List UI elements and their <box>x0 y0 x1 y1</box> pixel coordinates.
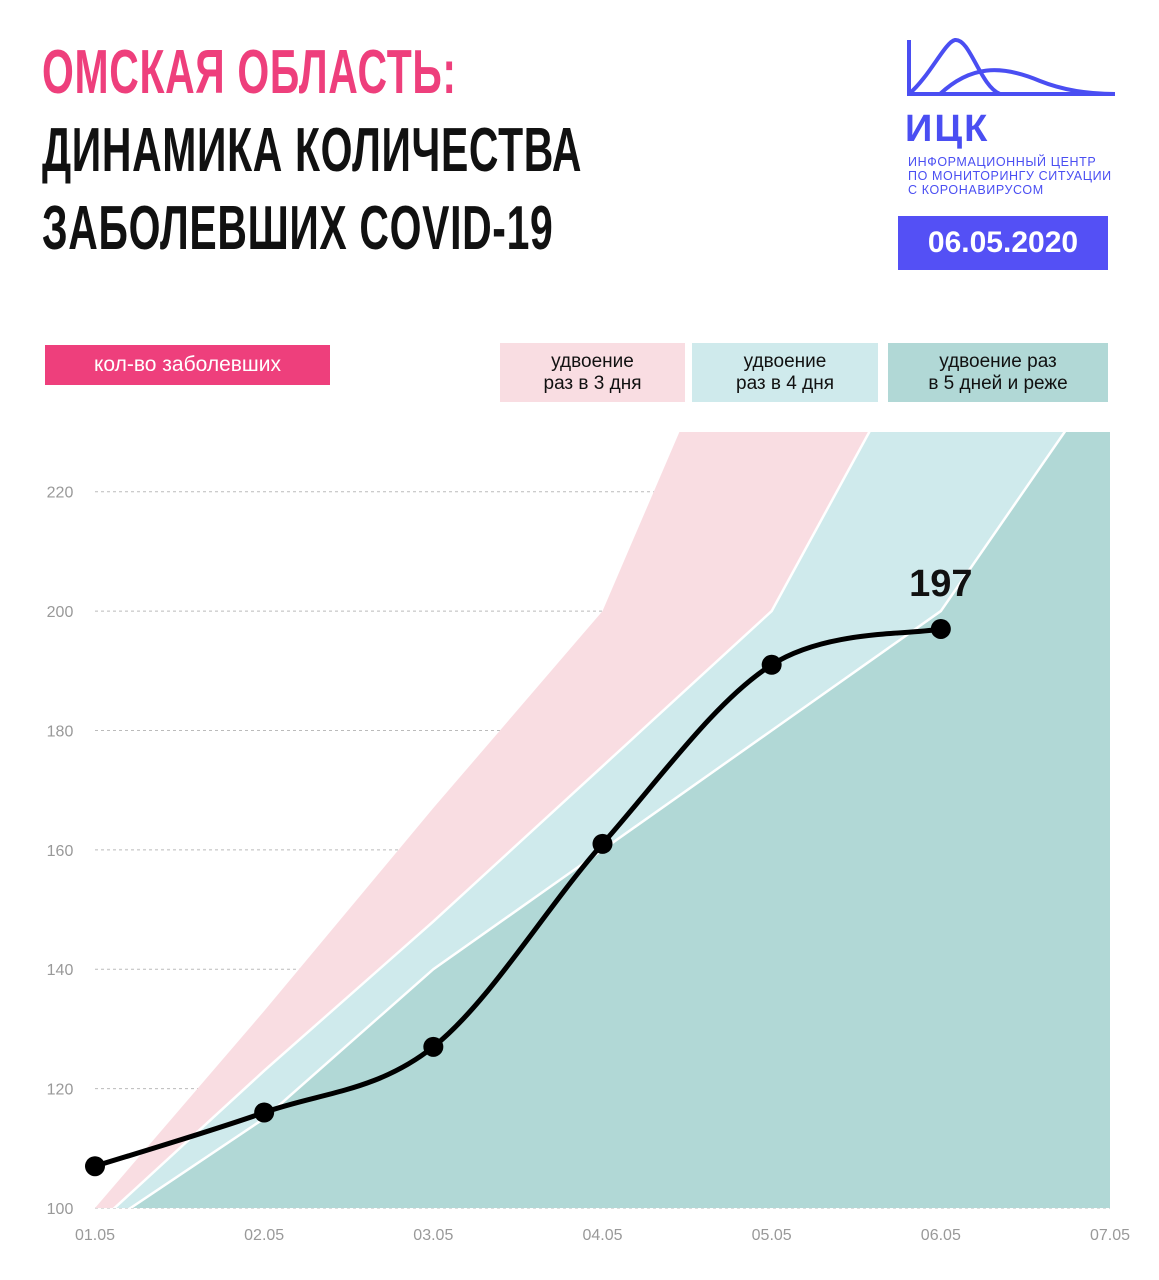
x-tick-label: 06.05 <box>921 1227 961 1244</box>
logo-lines <box>907 38 1116 96</box>
x-tick-label: 03.05 <box>413 1227 453 1244</box>
y-tick-label: 200 <box>47 604 74 621</box>
x-tick-label: 05.05 <box>752 1227 792 1244</box>
band-area <box>95 432 1110 1208</box>
y-tick-label: 120 <box>47 1082 74 1099</box>
x-tick-label: 07.05 <box>1090 1227 1130 1244</box>
band-edge <box>112 432 871 1208</box>
point <box>592 833 613 854</box>
logo-graphic <box>907 38 1116 96</box>
x-tick-label: 01.05 <box>75 1227 115 1244</box>
band-legend: удвоение раз в 4 дня <box>692 343 878 402</box>
date-badge: 06.05.2020 <box>898 216 1108 270</box>
subtitle: ДИНАМИКА КОЛИЧЕСТВА ЗАБОЛЕВШИХ COVID-19 <box>42 116 583 263</box>
x-tick-label: 04.05 <box>582 1227 622 1244</box>
y-tick-label: 140 <box>47 962 74 979</box>
point <box>930 618 951 639</box>
band-legend: удвоение раз в 3 дня <box>500 343 685 402</box>
line-legend: кол-во заболевших <box>45 345 330 385</box>
logo-text: ИЦК <box>905 108 990 150</box>
line <box>94 626 942 1169</box>
title: ОМСКАЯ ОБЛАСТЬ: <box>42 38 457 107</box>
point <box>254 1102 275 1123</box>
point <box>423 1036 444 1057</box>
point <box>85 1156 105 1177</box>
y-tick-label: 160 <box>47 843 74 860</box>
x-tick-label: 02.05 <box>244 1227 284 1244</box>
bands <box>95 432 1110 1208</box>
y-tick-label: 100 <box>47 1201 74 1218</box>
point <box>761 654 782 675</box>
y-tick-label: 220 <box>47 485 74 502</box>
band-legend: удвоение раз в 5 дней и реже <box>888 343 1108 402</box>
data-label: 197 <box>909 563 972 605</box>
organization: ИНФОРМАЦИОННЫЙ ЦЕНТР ПО МОНИТОРИНГУ СИТУ… <box>908 155 1112 197</box>
y-tick-label: 180 <box>47 723 74 740</box>
